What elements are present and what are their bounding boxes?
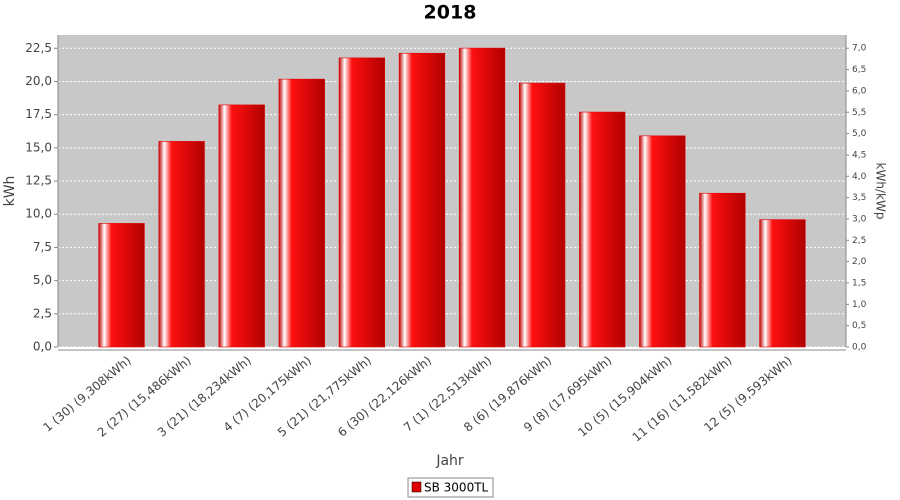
y-axis-label: kWh xyxy=(2,176,18,207)
bar xyxy=(518,82,566,348)
chart-title: 2018 xyxy=(424,2,477,24)
legend-swatch xyxy=(411,481,422,493)
bar xyxy=(639,135,686,348)
bar xyxy=(458,47,506,348)
y2-tick-label: 3,5 xyxy=(852,193,866,203)
y2-tick-label: 3,0 xyxy=(852,214,867,224)
legend-label: SB 3000TL xyxy=(424,481,489,495)
y2-tick-label: 6,0 xyxy=(852,86,867,96)
y2-tick-label: 0,0 xyxy=(852,343,867,353)
bar xyxy=(218,104,265,348)
y2-tick-label: 5,0 xyxy=(852,129,867,139)
y-tick-label: 15,0 xyxy=(25,140,52,154)
bar xyxy=(759,219,806,348)
bar xyxy=(699,192,746,348)
y2-tick-label: 6,5 xyxy=(852,65,866,75)
bar xyxy=(579,111,626,348)
y2-tick-label: 5,5 xyxy=(852,108,866,118)
y-tick-label: 7,5 xyxy=(33,240,52,254)
bar xyxy=(338,57,386,348)
y2-tick-label: 4,5 xyxy=(852,150,866,160)
legend-box xyxy=(407,477,494,498)
y2-tick-label: 2,5 xyxy=(852,236,866,246)
y2-tick-label: 1,5 xyxy=(852,278,866,288)
y-tick-label: 0,0 xyxy=(33,340,52,354)
legend: SB 3000TL xyxy=(407,477,494,498)
y2-tick-label: 2,0 xyxy=(852,257,867,267)
y2-axis-label: kWh/kWp xyxy=(874,163,888,220)
bar xyxy=(158,141,205,348)
y-tick-label: 12,5 xyxy=(25,174,52,188)
y2-tick-label: 7,0 xyxy=(852,44,867,54)
x-axis-label: Jahr xyxy=(435,453,464,469)
x-tick-label: 11 (16) (11,582kWh) xyxy=(630,353,735,444)
y-tick-label: 22,5 xyxy=(25,41,52,55)
y-tick-label: 2,5 xyxy=(33,306,52,320)
y2-tick-label: 4,0 xyxy=(852,172,867,182)
y-tick-label: 10,0 xyxy=(25,207,52,221)
bar xyxy=(278,78,325,348)
y-tick-label: 17,5 xyxy=(25,107,52,121)
y2-tick-label: 0,5 xyxy=(852,321,866,331)
bar xyxy=(98,223,145,348)
y-tick-label: 20,0 xyxy=(25,74,52,88)
bar xyxy=(398,52,446,348)
y-tick-label: 5,0 xyxy=(33,273,52,287)
y2-tick-label: 1,0 xyxy=(852,300,867,310)
